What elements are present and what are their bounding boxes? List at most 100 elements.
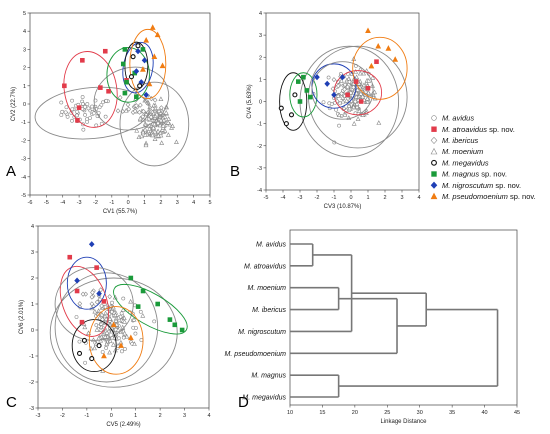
point-moenium [347,105,353,111]
y-tick-label: -4 [21,175,26,181]
legend-label: M. avidus [442,114,474,123]
point-magnus [122,90,128,96]
point-avidus [139,338,144,342]
point-avidus [119,311,124,316]
point-moenium [170,123,175,129]
point-megavidus [283,121,289,127]
point-pseudomoenium [368,62,375,69]
point-pseudomoenium [118,342,124,348]
point-moenium [132,341,137,346]
x-tick-label: -3 [36,413,41,419]
point-avidus [88,116,92,120]
point-moenium [134,127,140,133]
x-tick-label: 3 [176,200,179,206]
point-avidus [80,95,85,99]
point-atroavidus [94,265,99,270]
point-nigroscutum [74,277,80,284]
point-megavidus [288,112,295,118]
panel-label-c: C [6,394,17,411]
y-tick-label: 4 [31,224,34,230]
point-megavidus [135,43,141,49]
point-moenium [353,94,359,99]
point-moenium [150,132,156,138]
point-atroavidus [79,319,85,325]
point-moenium [342,111,348,117]
point-ibericus [89,301,95,307]
point-avidus [65,114,70,119]
point-moenium [165,119,171,125]
y-tick-label: -2 [257,144,262,150]
y-axis-label: CV4 (5.63%) [247,84,253,118]
point-moenium [116,314,121,320]
legend-marker-pseudomoenium [430,192,438,200]
point-moenium [112,312,118,317]
y-tick-label: 4 [259,11,262,17]
leaf-label: M. magnus [251,373,286,380]
plot-content [49,241,188,388]
point-magnus [297,99,303,104]
point-avidus [59,113,64,117]
point-ibericus [342,86,347,92]
point-moenium [340,98,346,104]
point-magnus [124,79,129,85]
point-moenium [97,315,103,320]
point-magnus [179,327,185,333]
point-moenium [356,108,362,113]
point-ibericus [107,294,113,300]
y-tick-label: 3 [259,33,262,39]
point-pseudomoenium [365,27,371,34]
point-moenium [158,96,164,101]
point-moenium [336,112,342,118]
point-magnus [140,288,146,294]
confidence-ellipse-magnus [289,72,318,118]
y-tick-label: -1 [21,120,26,126]
confidence-ellipse-pseudomoenium [129,28,167,99]
point-ibericus [80,291,86,297]
legend-marker-moenium [430,147,438,155]
point-moenium [104,341,110,347]
x-tick-label: 45 [514,410,520,416]
point-moenium [107,349,112,355]
point-avidus [83,112,87,117]
point-moenium [110,341,116,347]
point-moenium [92,308,98,314]
legend-item-magnus: M. magnus sp. nov. [431,170,507,179]
point-moenium [351,120,357,126]
point-moenium [157,122,163,128]
leaf-label: M. pseudomoenium [225,351,287,358]
point-moenium [124,333,130,339]
point-moenium [137,115,143,121]
point-ibericus [342,82,348,88]
point-pseudomoenium [127,334,134,341]
point-moenium [155,120,161,125]
y-tick-label: -1 [29,354,34,360]
point-avidus [64,105,69,110]
point-pseudomoenium [375,42,382,49]
legend-marker-avidus [431,115,437,121]
point-ibericus [150,106,155,112]
point-avidus [103,114,108,119]
point-nigroscutum [133,68,140,75]
point-moenium [152,136,158,141]
point-megavidus [292,92,298,98]
point-moenium [152,128,158,134]
y-tick-label: -4 [257,188,262,194]
confidence-ellipse-nigroscutum [66,256,107,310]
legend-suffix: sp. nov. [479,170,507,179]
x-tick-label: -2 [315,195,320,201]
confidence-ellipse-ibericus [311,61,374,120]
point-moenium [151,125,156,130]
x-tick-label: -1 [109,200,114,206]
point-pseudomoenium [146,80,153,87]
y-tick-label: 5 [23,11,26,17]
x-tick-label: -6 [28,200,33,206]
y-tick-label: 1 [31,302,34,308]
point-megavidus [128,74,135,80]
x-tick-label: 30 [417,410,423,416]
legend-suffix: sp. nov. [493,181,521,190]
point-avidus [327,101,332,106]
point-moenium [160,125,166,130]
point-moenium [158,117,164,123]
